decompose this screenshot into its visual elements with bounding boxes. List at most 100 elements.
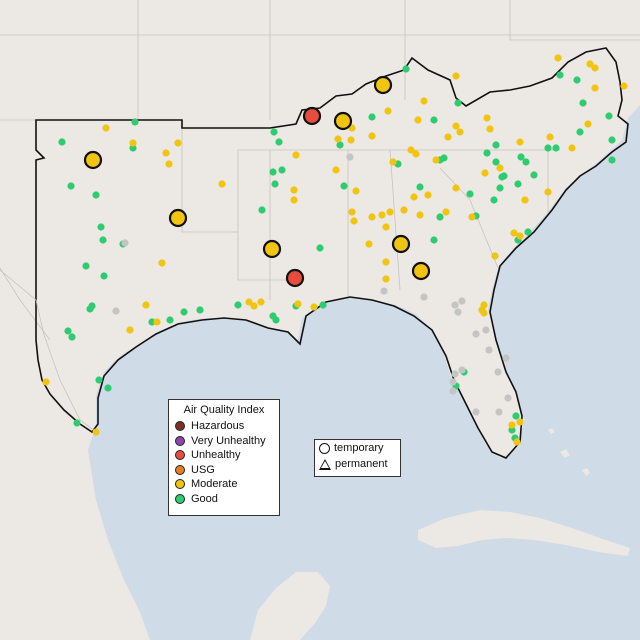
monitor-marker-large[interactable] [391,234,411,254]
monitor-marker[interactable] [294,300,302,308]
monitor-marker[interactable] [340,182,348,190]
monitor-marker[interactable] [605,112,613,120]
monitor-marker[interactable] [468,213,476,221]
monitor-marker-large[interactable] [168,208,188,228]
monitor-marker[interactable] [95,376,103,384]
monitor-marker[interactable] [554,54,562,62]
monitor-marker-large[interactable] [411,261,431,281]
monitor-marker[interactable] [432,156,440,164]
monitor-marker[interactable] [458,366,466,374]
monitor-marker[interactable] [449,378,457,386]
monitor-marker[interactable] [269,168,277,176]
monitor-marker-large[interactable] [83,150,103,170]
monitor-marker[interactable] [100,272,108,280]
monitor-marker[interactable] [510,229,518,237]
monitor-marker[interactable] [449,387,457,395]
monitor-marker[interactable] [500,172,508,180]
monitor-marker[interactable] [382,275,390,283]
monitor-marker[interactable] [452,184,460,192]
monitor-marker[interactable] [452,72,460,80]
monitor-marker[interactable] [129,139,137,147]
monitor-marker[interactable] [608,156,616,164]
monitor-marker[interactable] [556,71,564,79]
monitor-marker[interactable] [384,107,392,115]
monitor-marker[interactable] [92,191,100,199]
monitor-marker[interactable] [586,60,594,68]
monitor-marker[interactable] [368,213,376,221]
monitor-marker[interactable] [336,141,344,149]
monitor-marker[interactable] [245,298,253,306]
monitor-marker[interactable] [347,136,355,144]
monitor-marker[interactable] [504,394,512,402]
monitor-marker[interactable] [430,116,438,124]
monitor-marker[interactable] [442,208,450,216]
monitor-marker[interactable] [129,144,137,152]
monitor-marker[interactable] [352,187,360,195]
monitor-marker[interactable] [174,139,182,147]
monitor-marker[interactable] [466,190,474,198]
monitor-marker[interactable] [573,76,581,84]
monitor-marker[interactable] [407,146,415,154]
monitor-marker[interactable] [591,84,599,92]
monitor-marker[interactable] [491,252,499,260]
monitor-marker[interactable] [380,287,388,295]
monitor-marker[interactable] [386,208,394,216]
monitor-marker[interactable] [483,149,491,157]
monitor-marker[interactable] [516,138,524,146]
monitor-marker[interactable] [316,244,324,252]
monitor-marker[interactable] [620,82,628,90]
monitor-marker[interactable] [521,196,529,204]
monitor-marker[interactable] [67,182,75,190]
monitor-marker[interactable] [420,293,428,301]
monitor-marker[interactable] [166,316,174,324]
monitor-marker[interactable] [131,118,139,126]
monitor-marker[interactable] [416,183,424,191]
monitor-marker[interactable] [410,193,418,201]
monitor-marker[interactable] [608,136,616,144]
monitor-marker[interactable] [319,301,327,309]
monitor-marker[interactable] [368,132,376,140]
monitor-marker[interactable] [481,169,489,177]
monitor-marker[interactable] [272,316,280,324]
monitor-marker[interactable] [472,330,480,338]
monitor-marker[interactable] [440,154,448,162]
monitor-marker[interactable] [513,438,521,446]
monitor-marker[interactable] [492,141,500,149]
monitor-marker[interactable] [576,128,584,136]
monitor-marker[interactable] [180,308,188,316]
monitor-marker[interactable] [121,239,129,247]
monitor-marker[interactable] [400,206,408,214]
monitor-marker[interactable] [142,301,150,309]
monitor-marker[interactable] [368,113,376,121]
monitor-marker[interactable] [524,228,532,236]
monitor-marker[interactable] [334,135,342,143]
monitor-marker[interactable] [530,171,538,179]
monitor-marker[interactable] [430,236,438,244]
monitor-marker[interactable] [382,223,390,231]
monitor-marker[interactable] [165,160,173,168]
monitor-marker[interactable] [86,305,94,313]
monitor-marker[interactable] [494,368,502,376]
monitor-marker[interactable] [275,138,283,146]
monitor-marker[interactable] [102,124,110,132]
monitor-marker[interactable] [310,303,318,311]
monitor-marker[interactable] [546,133,554,141]
monitor-marker[interactable] [365,240,373,248]
monitor-marker[interactable] [579,99,587,107]
monitor-marker[interactable] [552,144,560,152]
monitor-marker[interactable] [58,138,66,146]
monitor-marker[interactable] [290,196,298,204]
monitor-marker[interactable] [73,419,81,427]
monitor-marker[interactable] [270,128,278,136]
monitor-marker[interactable] [544,144,552,152]
monitor-marker[interactable] [502,354,510,362]
monitor-marker[interactable] [68,333,76,341]
monitor-marker[interactable] [257,298,265,306]
monitor-marker-large[interactable] [285,268,305,288]
monitor-marker[interactable] [196,306,204,314]
monitor-marker[interactable] [234,301,242,309]
monitor-marker[interactable] [490,196,498,204]
monitor-marker[interactable] [458,297,466,305]
monitor-marker[interactable] [64,327,72,335]
